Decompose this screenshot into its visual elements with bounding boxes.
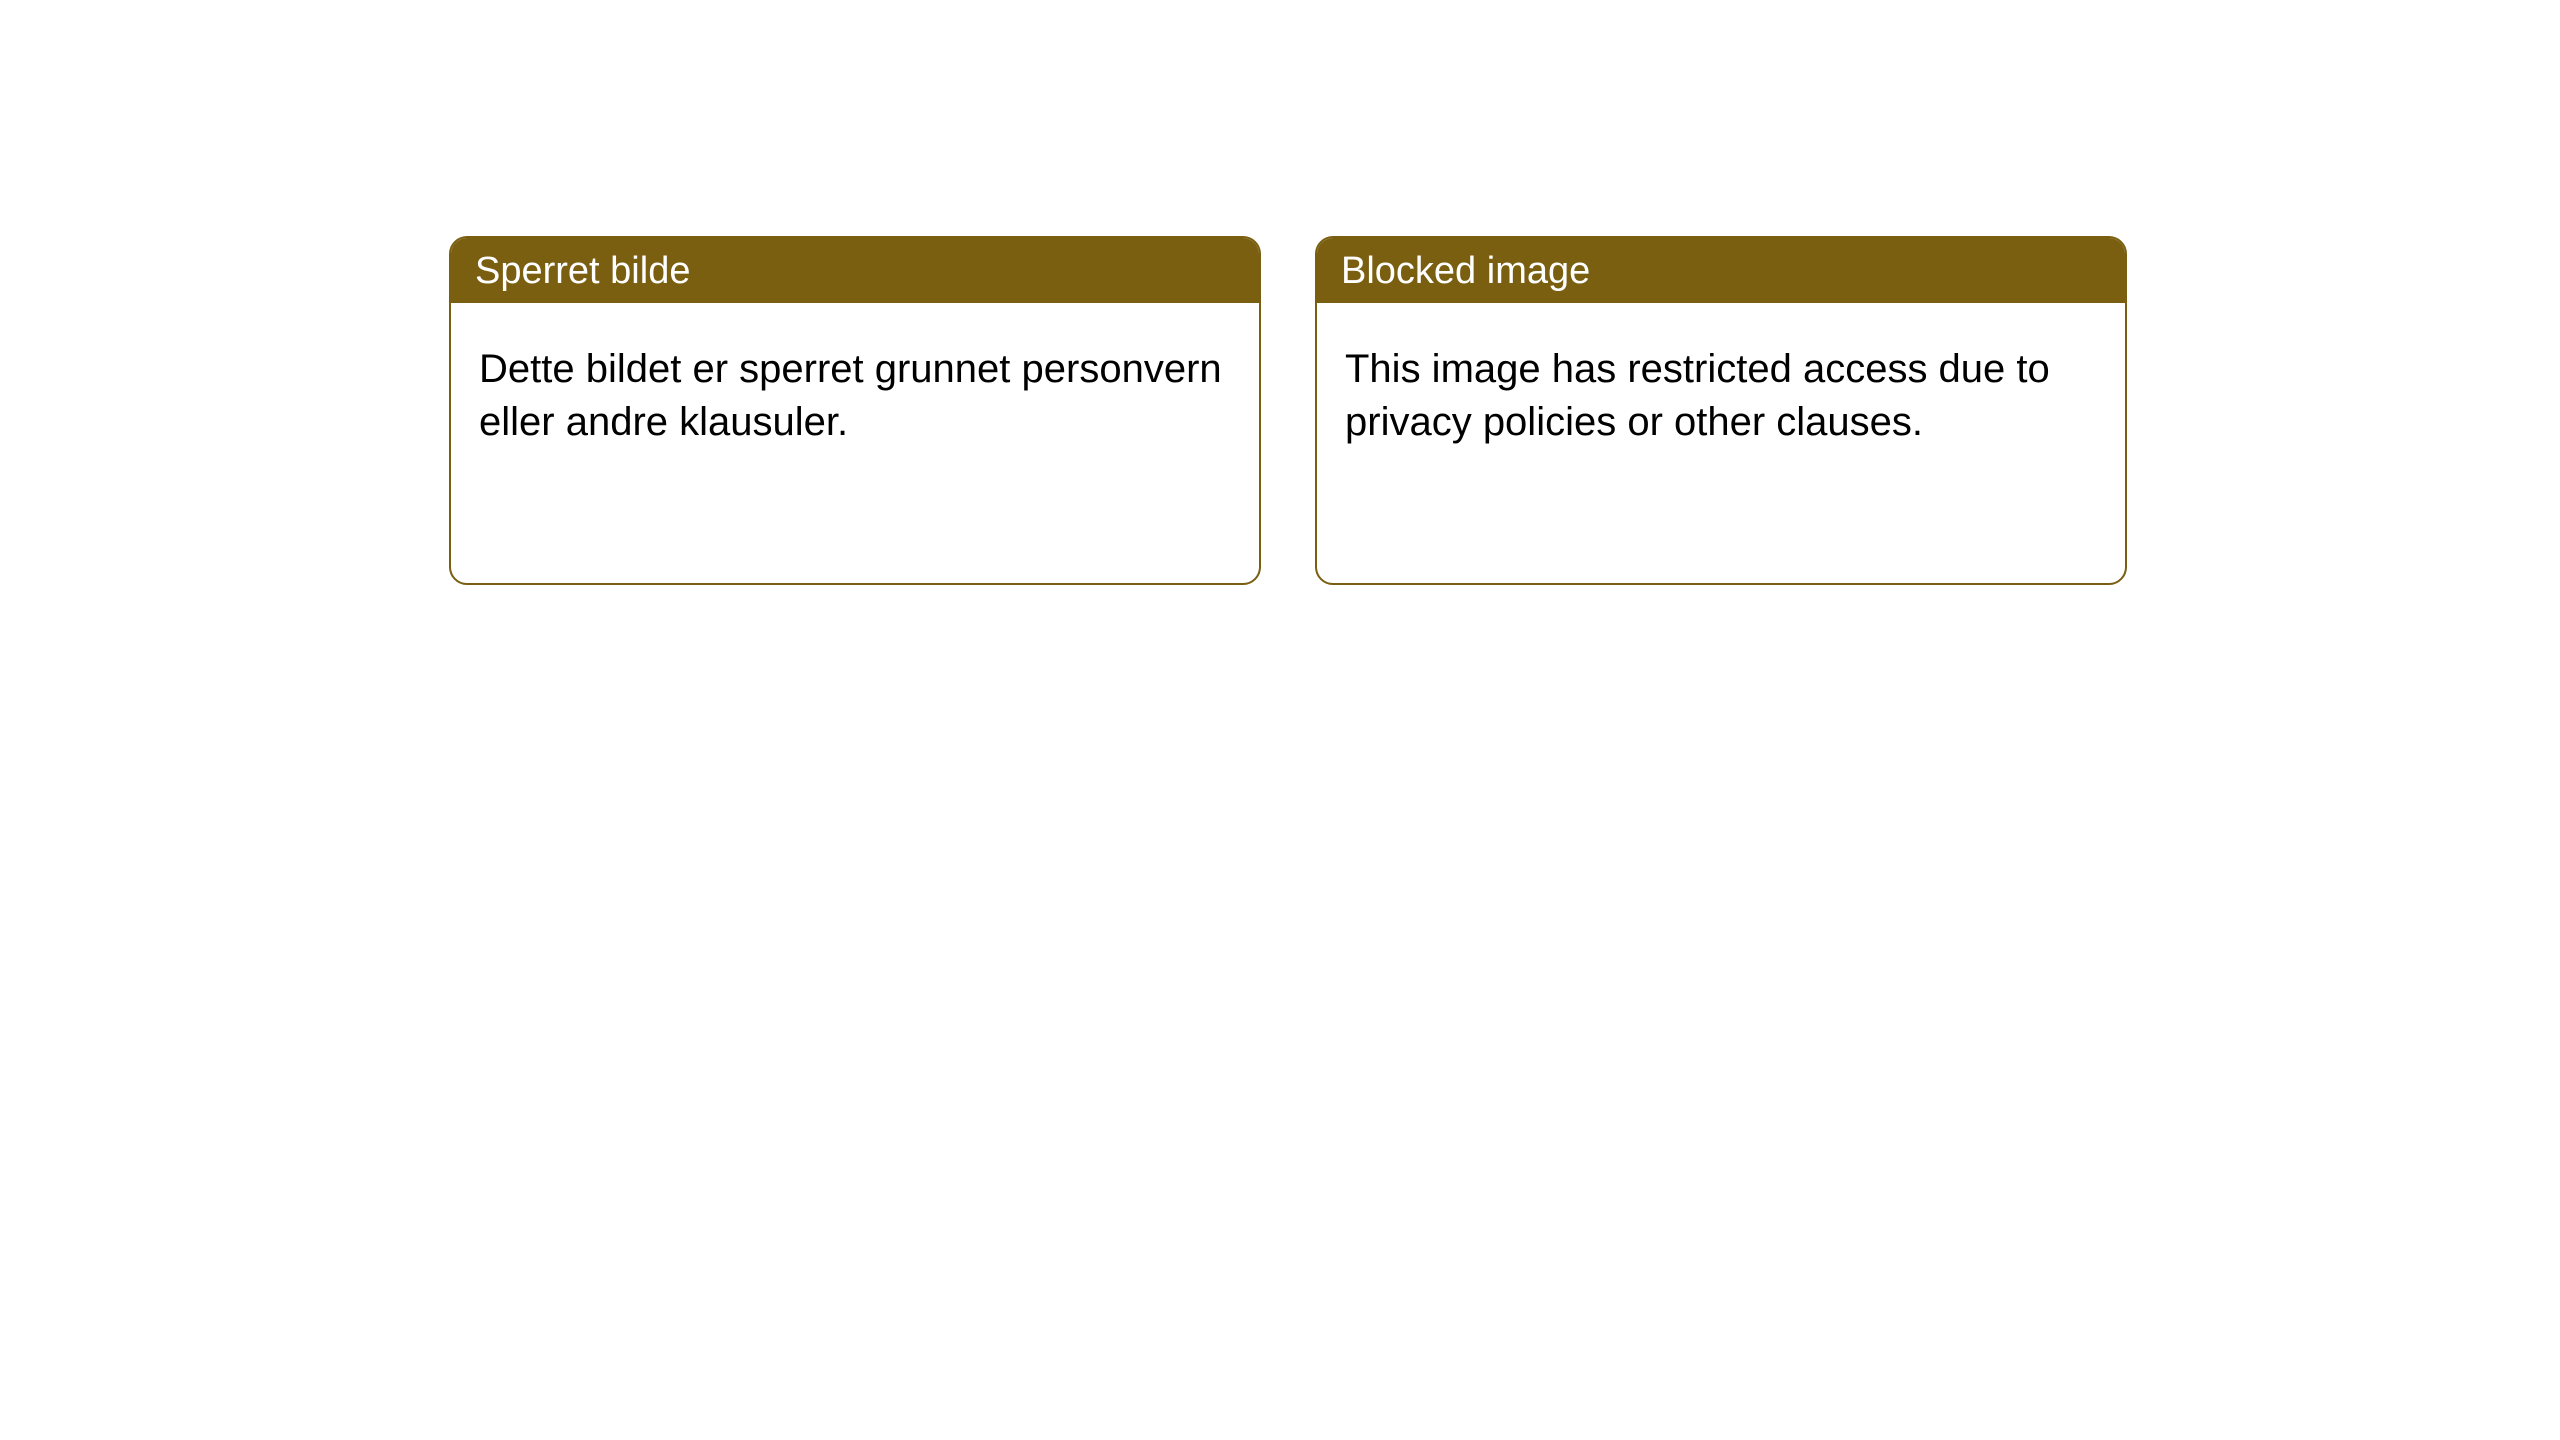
notice-card-body: This image has restricted access due to …: [1317, 303, 2125, 583]
notice-card-norwegian: Sperret bilde Dette bildet er sperret gr…: [449, 236, 1261, 585]
notice-card-body: Dette bildet er sperret grunnet personve…: [451, 303, 1259, 583]
notice-card-title: Sperret bilde: [451, 238, 1259, 303]
notice-container: Sperret bilde Dette bildet er sperret gr…: [0, 0, 2560, 585]
notice-card-english: Blocked image This image has restricted …: [1315, 236, 2127, 585]
notice-card-title: Blocked image: [1317, 238, 2125, 303]
